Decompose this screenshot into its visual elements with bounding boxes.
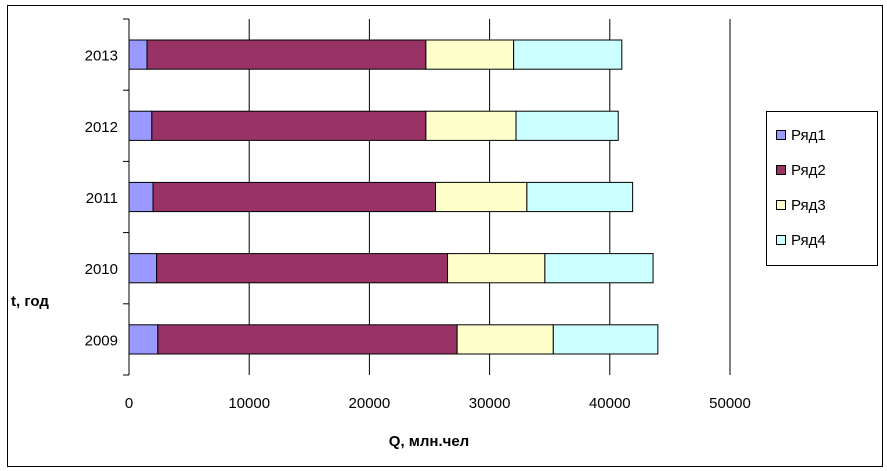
axes: 0 10000 20000 30000 40000 50000 2009 2010 2011 20… [85,18,751,412]
y-tick-label: 2011 [86,190,118,207]
legend-label: Ряд2 [791,161,826,179]
x-tick-label: 50000 [709,395,751,412]
legend-swatch [776,130,786,140]
y-tick-label: 2012 [85,119,118,136]
x-tick-label: 20000 [349,395,391,412]
bar-segment-2011-series1 [128,181,154,213]
y-axis-title: t, год [11,293,49,310]
x-tick-label: 0 [125,395,133,412]
bar-segment-2012-series2 [151,110,427,141]
legend-swatch [776,165,786,175]
bar-segment-2011-series4 [526,181,634,213]
bar-segment-2009-series4 [552,324,659,355]
bars [128,39,659,355]
bar-segment-2013-series4 [513,39,623,70]
y-tick-label: 2013 [85,48,118,65]
chart-frame [7,5,883,467]
bar-segment-2012-series1 [128,110,153,141]
bar-segment-2011-series2 [152,181,437,213]
bar-segment-2010-series3 [447,253,546,284]
bar-segment-2012-series3 [425,110,517,141]
bar-segment-2013-series1 [128,39,148,70]
bar-segment-2013-series3 [425,39,515,70]
legend-item-series1: Ряд1 [776,125,826,145]
legend-label: Ряд1 [791,126,826,144]
legend: Ряд1 Ряд2 Ряд3 Ряд4 [766,111,878,266]
y-tick-label: 2010 [85,261,118,278]
y-tick-label: 2009 [85,332,118,349]
bar-segment-2010-series4 [544,253,654,284]
bar-segment-2009-series1 [128,324,159,355]
bar-segment-2012-series4 [515,110,619,141]
bar-segment-2009-series2 [157,324,458,355]
x-axis-title: Q, млн.чел [389,433,469,450]
legend-item-series4: Ряд4 [776,230,826,250]
legend-item-series3: Ряд3 [776,195,826,215]
legend-label: Ряд4 [791,231,826,249]
bar-segment-2011-series3 [435,181,528,213]
legend-swatch [776,200,786,210]
legend-item-series2: Ряд2 [776,160,826,180]
x-tick-label: 30000 [469,395,511,412]
bar-segment-2010-series2 [156,253,449,284]
bar-segment-2009-series3 [456,324,554,355]
x-tick-label: 10000 [228,395,270,412]
legend-label: Ряд3 [791,196,826,214]
legend-swatch [776,235,786,245]
x-tick-label: 40000 [589,395,631,412]
bar-segment-2013-series2 [146,39,427,70]
bar-segment-2010-series1 [128,253,158,284]
